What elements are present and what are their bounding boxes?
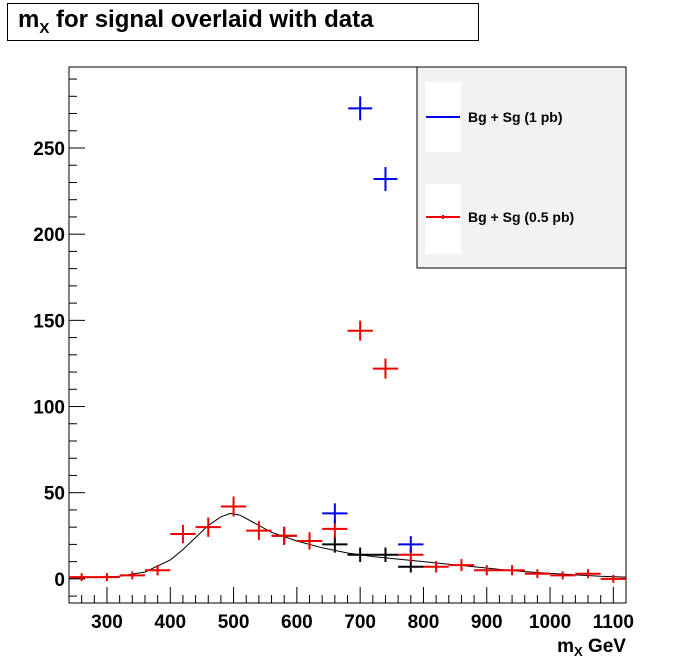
data-point	[474, 565, 500, 576]
axis-ticks: 300 400 500 600 700 800 900 1000 1100 0 50 100 150 20…	[33, 78, 634, 633]
data-point	[372, 358, 399, 379]
chart-title-box: mX for signal overlaid with data	[7, 3, 479, 41]
data-point	[372, 547, 399, 562]
y-tick-label: 50	[44, 484, 65, 505]
data-point	[170, 524, 196, 544]
data-point	[348, 96, 373, 121]
fit-curve-group	[68, 512, 627, 579]
x-tick-label: 1000	[529, 612, 571, 633]
data-point	[600, 574, 626, 583]
data-point	[499, 565, 525, 576]
x-axis-title: mX GeV	[557, 636, 626, 659]
y-tick-label: 100	[33, 398, 65, 419]
x-tick-label: 500	[218, 612, 250, 633]
data-point	[296, 532, 323, 550]
legend-label: Bg + Sg (1 pb)	[468, 109, 563, 125]
chart-title: mX for signal overlaid with data	[18, 6, 374, 37]
data-point	[94, 573, 120, 582]
fit-curve	[68, 512, 627, 579]
data-point	[524, 569, 551, 579]
x-tick-label: 900	[471, 612, 503, 633]
data-point	[144, 565, 171, 576]
x-tick-label: 400	[154, 612, 186, 633]
data-point	[575, 569, 601, 579]
data-points	[69, 96, 626, 583]
data-point	[347, 547, 373, 562]
x-tick-label: 700	[344, 612, 376, 633]
legend-label: Bg + Sg (0.5 pb)	[468, 209, 574, 225]
x-tick-label: 600	[281, 612, 313, 633]
data-point	[398, 536, 424, 553]
x-tick-label: 1100	[593, 612, 634, 633]
data-point	[69, 573, 95, 582]
data-point	[373, 167, 398, 192]
data-point	[550, 571, 576, 580]
data-point	[322, 503, 348, 524]
legend: Bg + Sg (1 pb) Bg + Sg (0.5 pb)	[416, 66, 627, 269]
y-tick-label: 200	[33, 225, 65, 246]
data-point	[322, 536, 348, 553]
x-tick-label: 800	[408, 612, 440, 633]
x-tick-label: 300	[91, 612, 123, 633]
data-point	[423, 561, 449, 573]
data-point	[271, 526, 297, 545]
data-point	[347, 320, 373, 341]
data-point	[119, 571, 145, 580]
data-point	[448, 559, 475, 572]
y-tick-label: 150	[33, 311, 65, 332]
y-tick-label: 0	[54, 570, 65, 591]
y-tick-label: 250	[33, 139, 65, 160]
data-point	[398, 561, 424, 573]
data-point	[220, 496, 247, 517]
data-point	[246, 521, 272, 541]
data-point	[195, 517, 221, 537]
